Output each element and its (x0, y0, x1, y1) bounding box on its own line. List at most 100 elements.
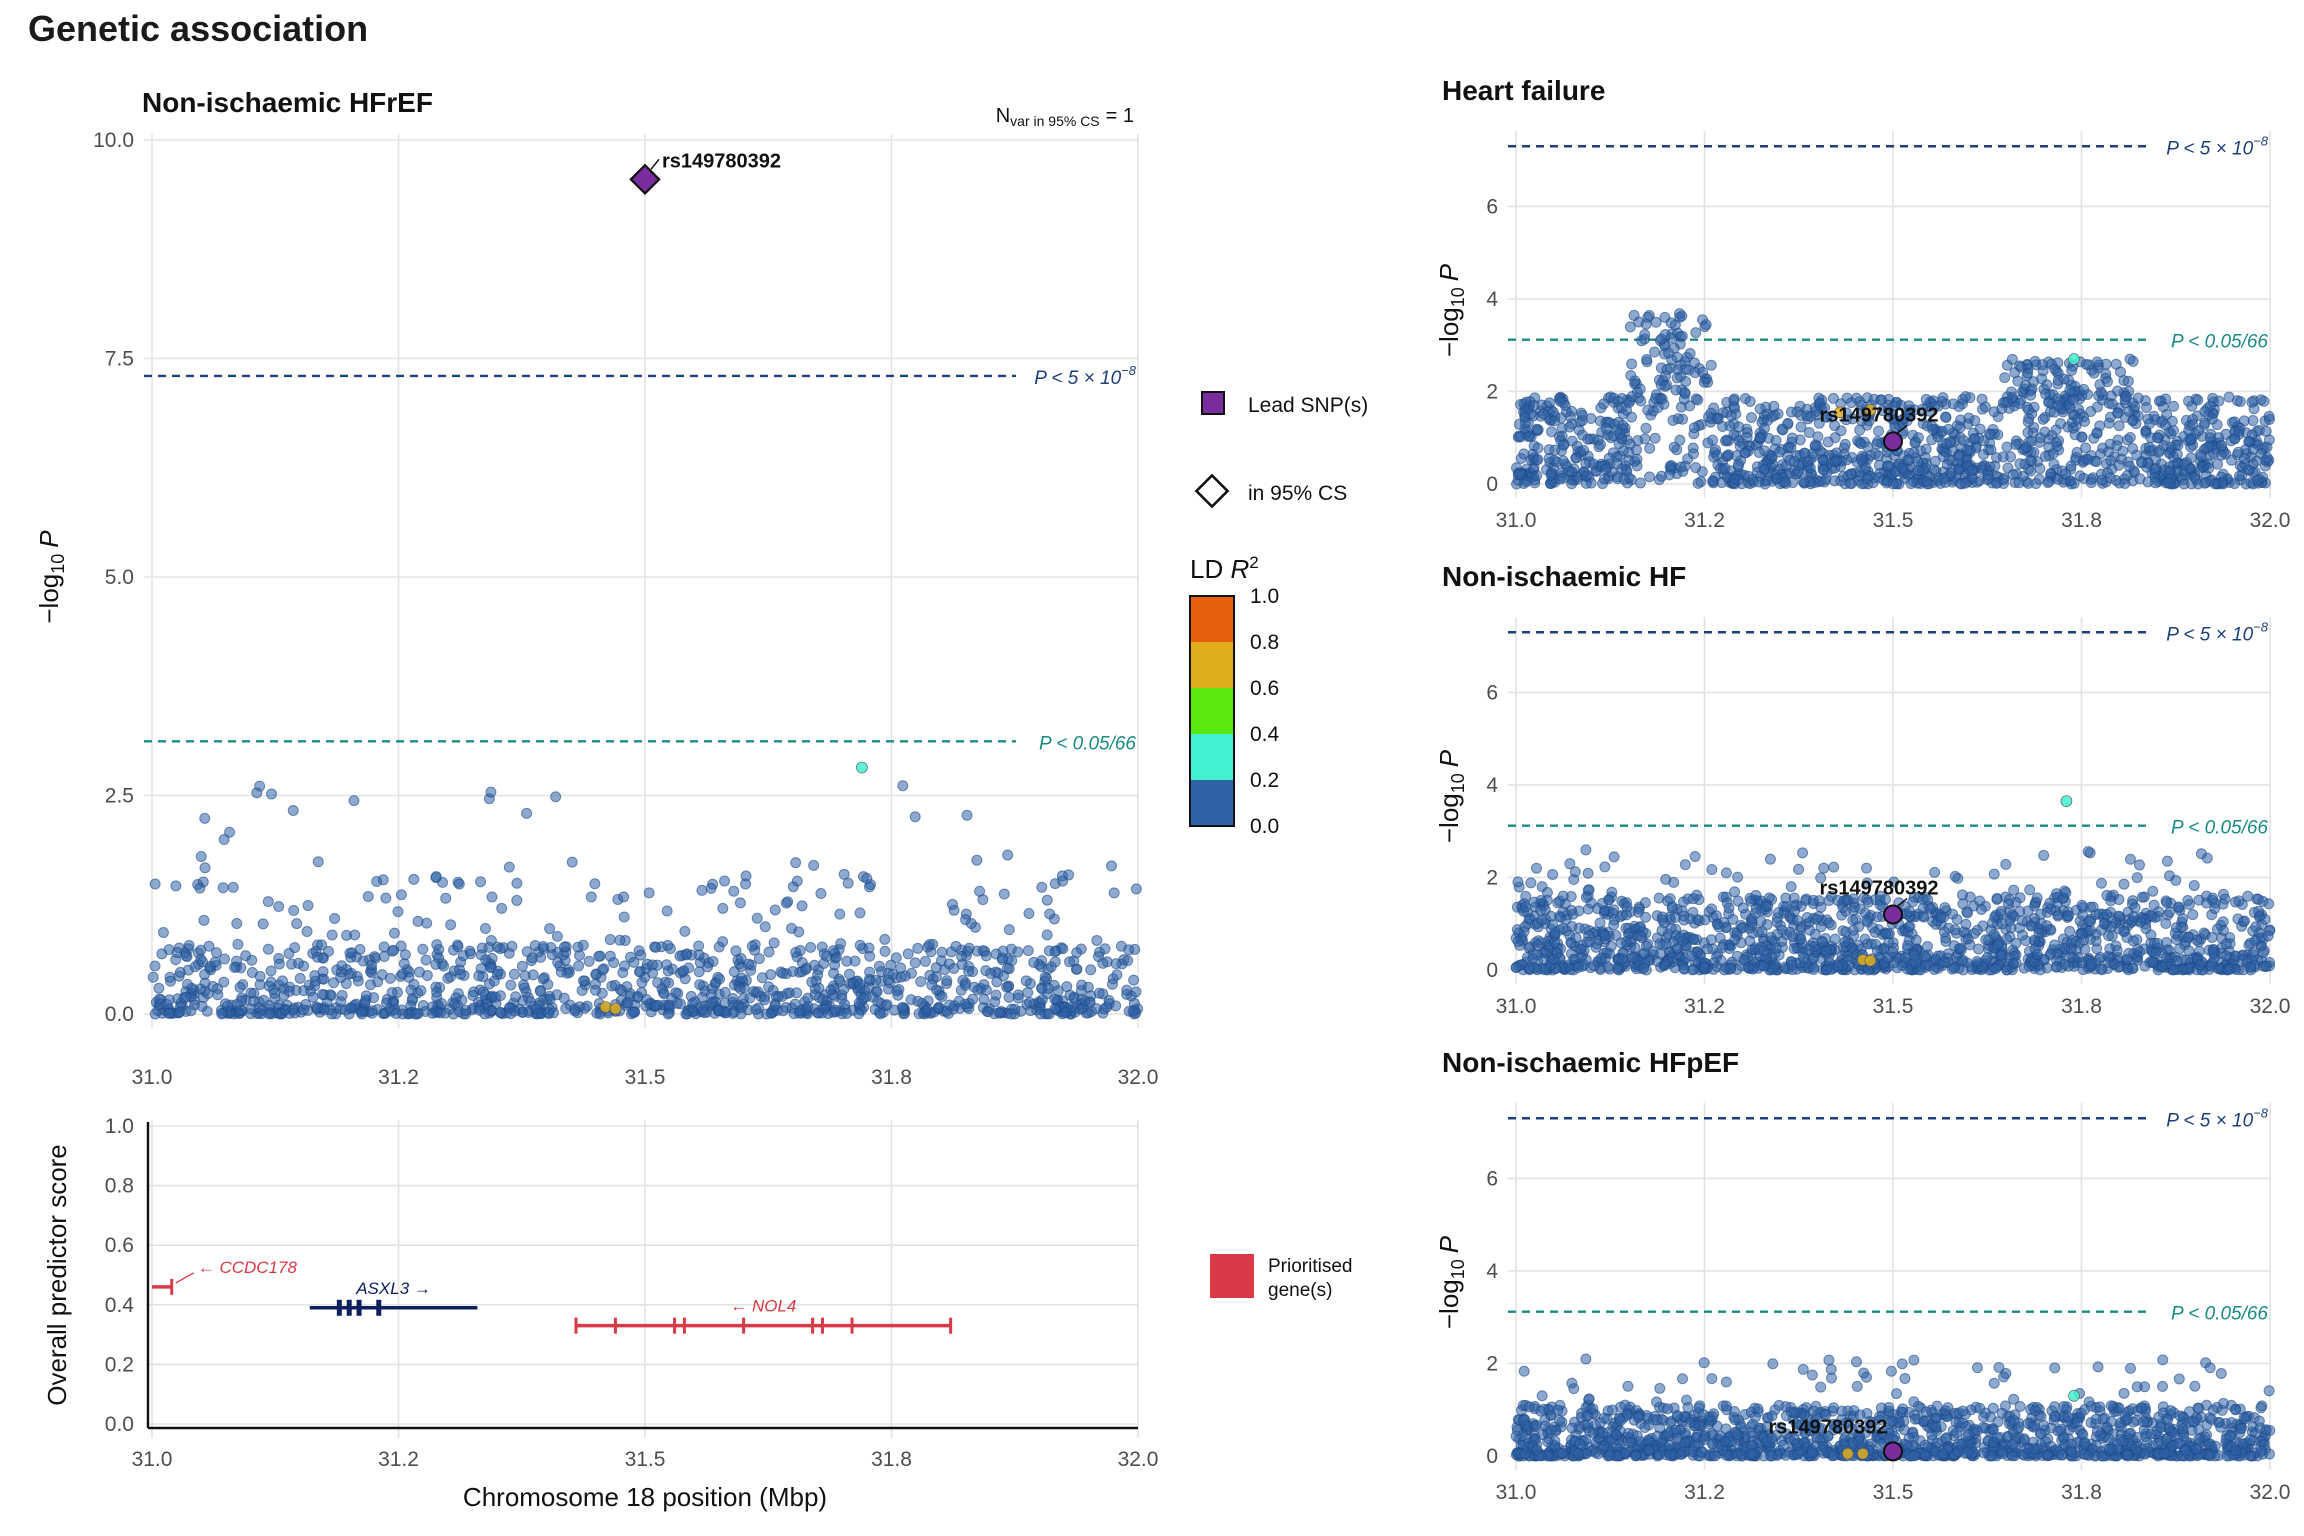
snp-point (573, 960, 585, 972)
snp-point (273, 901, 285, 913)
snp-point (1904, 920, 1916, 932)
snp-point (1969, 415, 1981, 427)
snp-point (609, 979, 621, 991)
snp-point (199, 977, 211, 989)
ld-point (856, 761, 868, 774)
snp-point (1935, 912, 1947, 924)
snp-point (2127, 962, 2139, 974)
snp-point (800, 964, 812, 976)
snp-point (452, 941, 464, 953)
snp-point (322, 945, 334, 957)
snp-point (1591, 938, 1603, 950)
snp-point (806, 976, 818, 988)
snp-point (1548, 415, 1560, 427)
snp-point (2023, 404, 2035, 416)
snp-point (2010, 438, 2022, 450)
snp-point (744, 992, 756, 1004)
snp-point (349, 929, 361, 941)
snp-point (460, 1004, 472, 1016)
snp-point (1034, 1008, 1046, 1020)
snp-point (2249, 935, 2261, 947)
snp-point (781, 988, 793, 1000)
x-tick-label: 31.2 (378, 1066, 419, 1089)
snp-point (1616, 953, 1628, 965)
snp-point (2140, 401, 2152, 413)
snp-point (1960, 391, 1972, 403)
snp-point (1548, 953, 1560, 965)
snp-point (174, 966, 186, 978)
snp-point (474, 1004, 486, 1016)
snp-point (2100, 358, 2112, 370)
snp-point (2059, 942, 2071, 954)
snp-point (719, 986, 731, 998)
snp-point (1650, 1396, 1662, 1408)
snp-point (519, 970, 531, 982)
snp-point (1614, 427, 1626, 439)
snp-point (1057, 875, 1069, 887)
snp-point (2085, 477, 2097, 489)
snp-point (1975, 903, 1987, 915)
snp-point (2173, 1373, 2185, 1385)
x-tick-label: 31.8 (2061, 509, 2102, 532)
y-label-var: P (1434, 1235, 1464, 1253)
snp-point (2157, 1354, 2169, 1366)
snp-point (309, 970, 321, 982)
snp-point (885, 959, 897, 971)
snp-point (388, 927, 400, 939)
snp-point (1535, 904, 1547, 916)
x-tick-label: 31.8 (2061, 1481, 2102, 1504)
snp-point (569, 1005, 581, 1017)
snp-point (2036, 373, 2048, 385)
snp-point (1997, 451, 2009, 463)
snp-point (433, 952, 445, 964)
snp-point (2203, 441, 2215, 453)
snp-point (558, 992, 570, 1004)
snp-point (854, 978, 866, 990)
snp-point (1896, 1358, 1908, 1370)
snp-point (2112, 385, 2124, 397)
snp-point (2140, 923, 2152, 935)
snp-point (1850, 1356, 1862, 1368)
snp-point (1626, 390, 1638, 402)
snp-point (1770, 942, 1782, 954)
snp-point (1999, 372, 2011, 384)
snp-point (2118, 878, 2130, 890)
snp-point (2025, 465, 2037, 477)
snp-point (1678, 910, 1690, 922)
snp-point (485, 786, 497, 798)
page-title: Genetic association (28, 8, 369, 49)
snp-point (1687, 933, 1699, 945)
snp-point (734, 897, 746, 909)
snp-point (431, 986, 443, 998)
snp-point (316, 988, 328, 1000)
snp-point (2223, 391, 2235, 403)
snp-point (1580, 891, 1592, 903)
snp-point (240, 950, 252, 962)
snp-point (1005, 1008, 1017, 1020)
snp-point (1909, 950, 1921, 962)
snp-point (780, 897, 792, 909)
snp-point (279, 1004, 291, 1016)
snp-point (1638, 962, 1650, 974)
snp-point (186, 982, 198, 994)
snp-point (719, 875, 731, 887)
snp-point (736, 1001, 748, 1013)
snp-point (857, 992, 869, 1004)
snp-point (2076, 899, 2088, 911)
snp-point (2203, 462, 2215, 474)
snp-point (1851, 1380, 1863, 1392)
snp-point (1686, 964, 1698, 976)
snp-point (165, 975, 177, 987)
snp-point (2204, 432, 2216, 444)
snp-point (1920, 393, 1932, 405)
snp-point (421, 917, 433, 929)
snp-point (1703, 411, 1715, 423)
snp-point (2192, 394, 2204, 406)
x-tick-label: 31.0 (1496, 1481, 1537, 1504)
snp-point (608, 957, 620, 969)
snp-point (1527, 953, 1539, 965)
snp-point (819, 1003, 831, 1015)
snp-point (1519, 921, 1531, 933)
snp-point (1791, 914, 1803, 926)
